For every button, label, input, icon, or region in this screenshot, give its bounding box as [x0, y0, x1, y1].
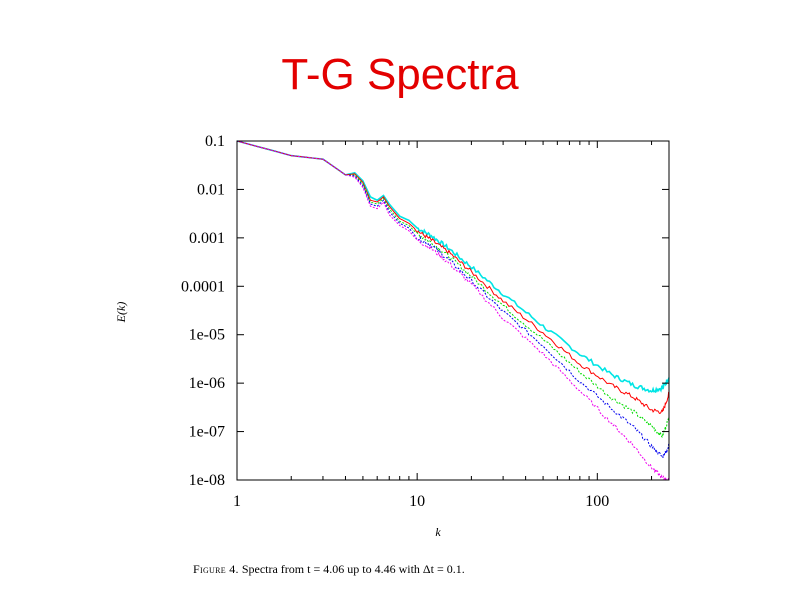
tick-layer: 1e-08 1e-07 1e-06 1e-05 0.0001 0.001 0.01 0.1 1 1… [181, 133, 669, 510]
caption-label: Figure 4. [193, 562, 239, 576]
y-tick-label: 0.0001 [181, 278, 225, 295]
x-axis-label: k [435, 525, 441, 539]
figure-caption: Figure 4. Spectra from t = 4.06 up to 4.… [193, 562, 465, 577]
spectrum-series-line [236, 140, 670, 481]
y-tick-label: 0.01 [197, 181, 225, 198]
x-tick-label: 10 [409, 493, 425, 510]
y-tick-label: 1e-06 [189, 375, 225, 392]
series-layer [236, 140, 670, 481]
x-tick-label: 1 [233, 493, 241, 510]
y-tick-label: 0.001 [189, 230, 225, 247]
slide-title: T-G Spectra [281, 50, 519, 99]
y-axis-label: E(k) [114, 302, 128, 324]
x-tick-label: 100 [585, 493, 609, 510]
caption-text: Spectra from t = 4.06 up to 4.46 with Δt… [241, 562, 465, 576]
spectrum-series-line [236, 140, 670, 394]
spectrum-series-line [236, 140, 670, 439]
y-tick-label: 1e-07 [189, 424, 225, 441]
y-tick-label: 1e-08 [189, 472, 225, 489]
spectrum-series-line [236, 140, 670, 414]
spectrum-series-line [236, 140, 670, 459]
y-tick-label: 1e-05 [189, 327, 225, 344]
plot-frame [236, 140, 670, 481]
y-tick-label: 0.1 [205, 133, 225, 150]
